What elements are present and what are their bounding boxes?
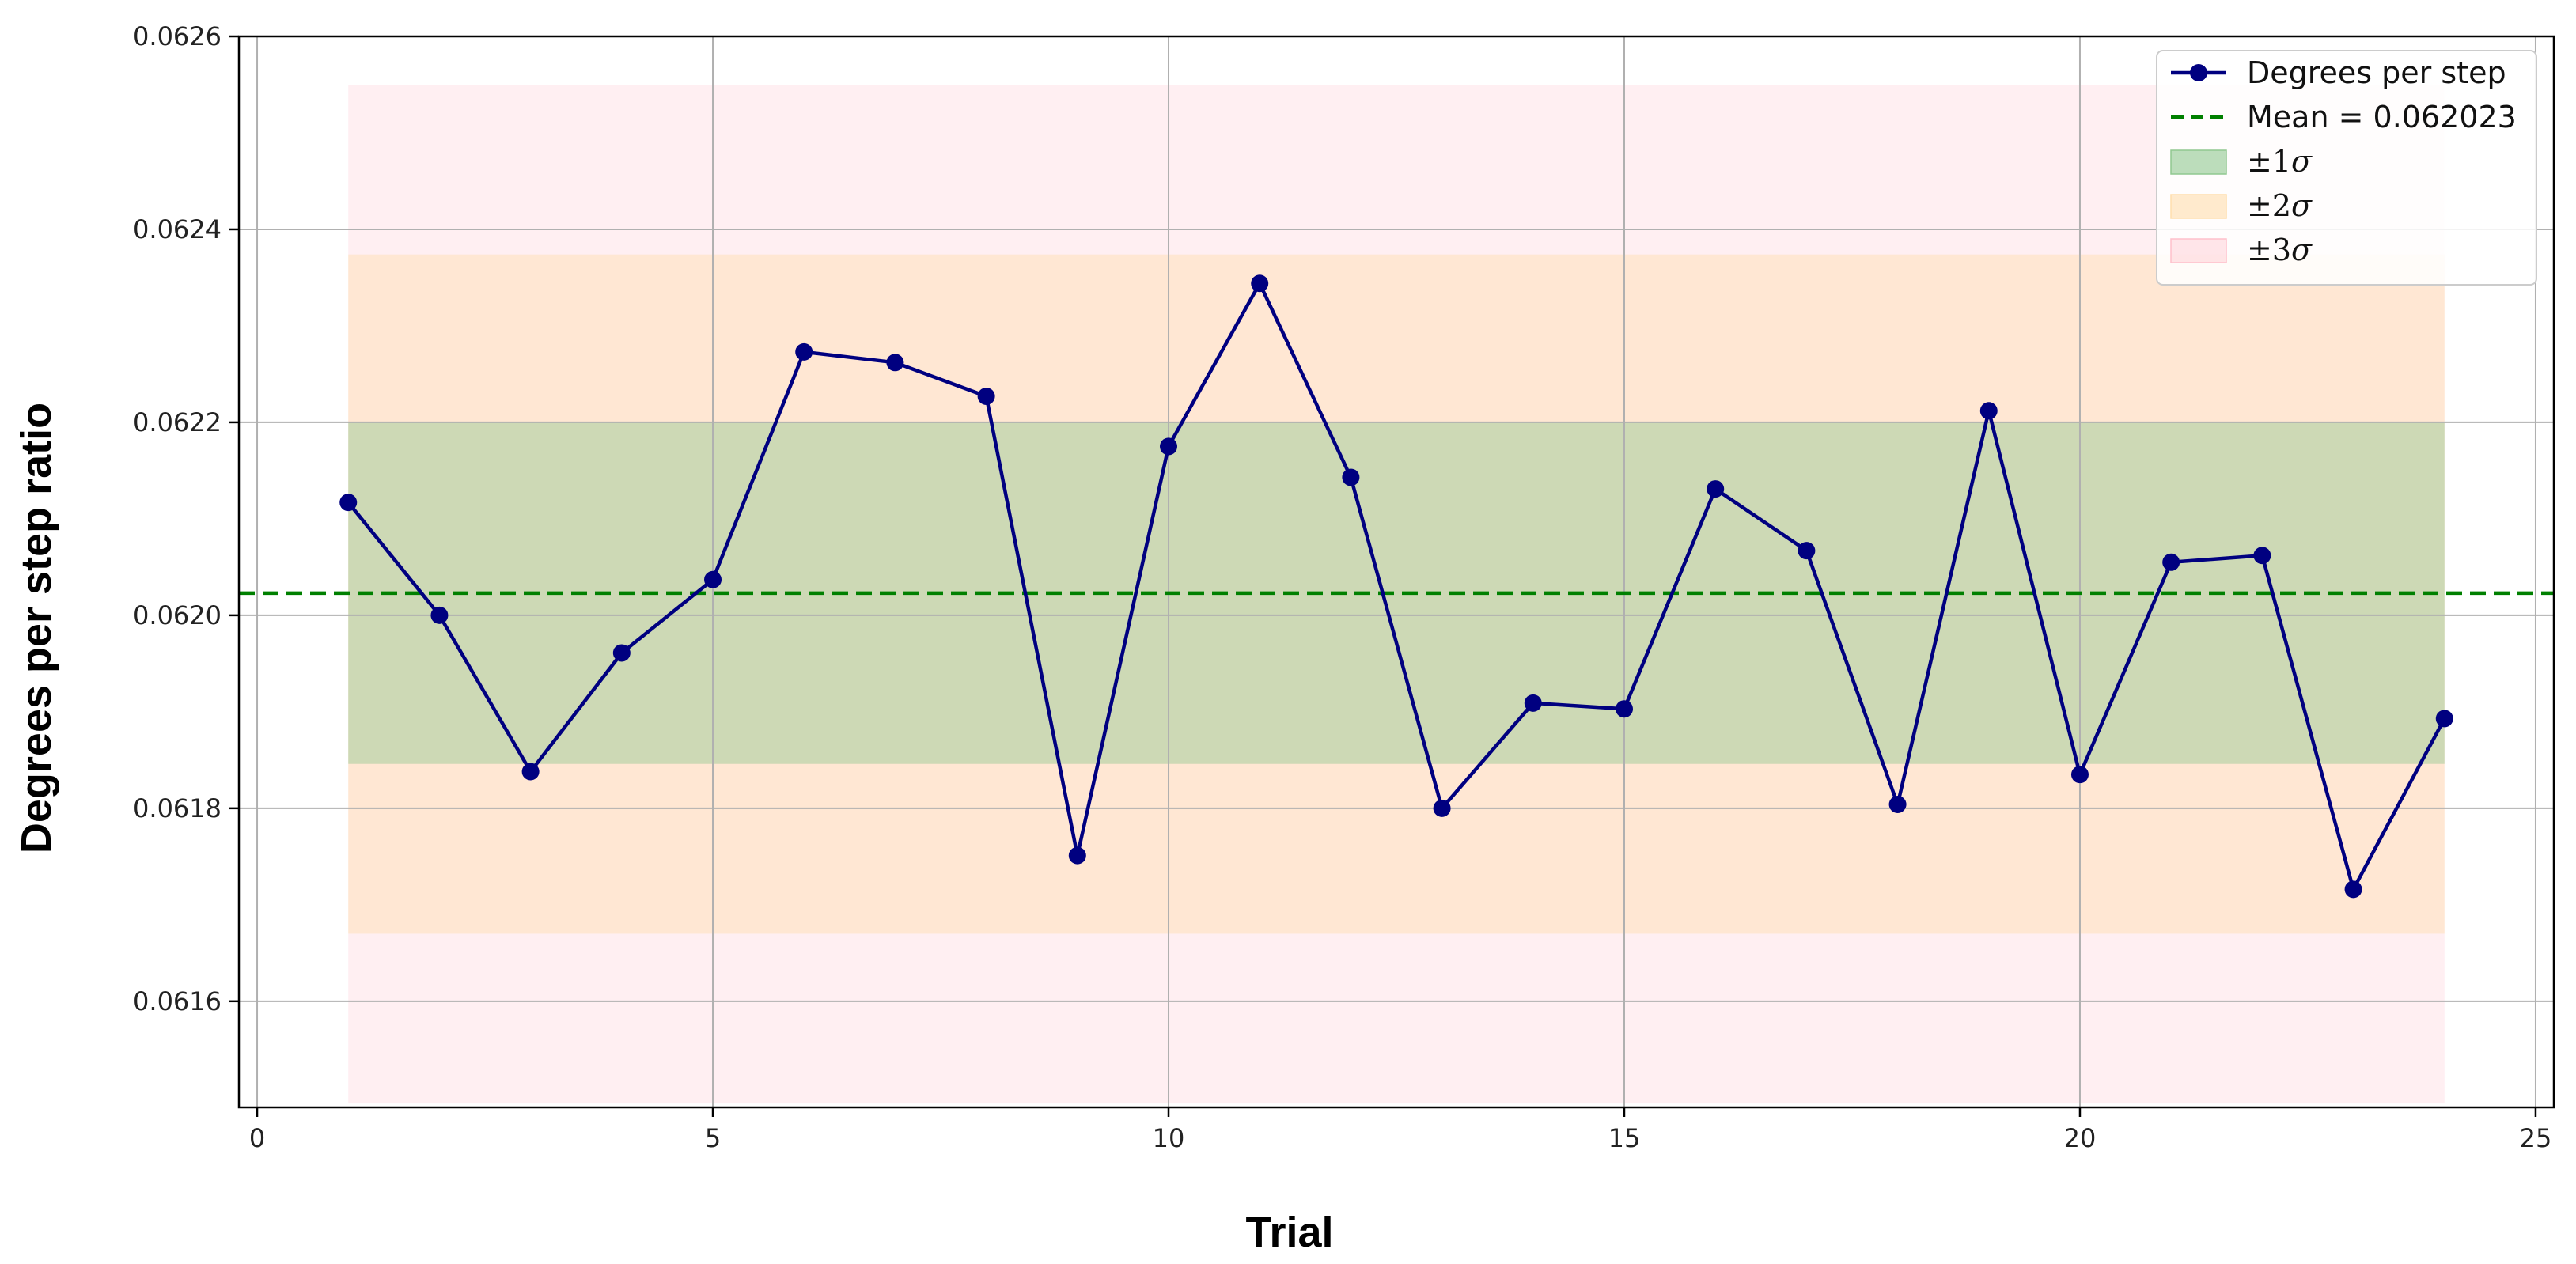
data-point — [2162, 553, 2180, 571]
x-tick-label: 0 — [249, 1123, 265, 1153]
x-tick-label: 10 — [1153, 1123, 1185, 1153]
legend-band-label-2: ±2σ — [2247, 188, 2313, 223]
data-point — [430, 606, 449, 624]
data-point — [1615, 700, 1633, 718]
y-tick-label: 0.0620 — [133, 600, 222, 630]
legend-mean-label: Mean = 0.062023 — [2247, 100, 2517, 134]
legend-band-swatch-1 — [2170, 149, 2227, 175]
legend-series-marker — [2190, 64, 2207, 81]
data-point — [521, 763, 540, 781]
sigma-band-1 — [348, 422, 2445, 764]
y-tick-label: 0.0626 — [133, 21, 222, 51]
data-point — [795, 342, 813, 361]
data-point — [339, 494, 358, 512]
legend-band-label-3: ±3σ — [2247, 233, 2313, 267]
data-point — [1524, 694, 1542, 712]
plot-frame — [237, 35, 2555, 1109]
legend-band-label-1: ±1σ — [2247, 144, 2313, 179]
data-point — [1342, 468, 1360, 486]
data-point — [977, 387, 995, 405]
data-point — [1433, 799, 1451, 817]
data-point — [1707, 480, 1725, 498]
x-tick-label: 5 — [705, 1123, 721, 1153]
y-axis-title: Degrees per step ratio — [13, 403, 60, 853]
x-tick-label: 20 — [2064, 1123, 2097, 1153]
legend-band-swatch-3 — [2170, 238, 2227, 263]
data-point — [886, 354, 904, 372]
x-tick-label: 15 — [1608, 1123, 1641, 1153]
data-point — [1798, 542, 1816, 560]
y-tick-label: 0.0624 — [133, 214, 222, 244]
data-point — [704, 570, 722, 588]
data-point — [2070, 766, 2089, 784]
data-point — [2253, 547, 2271, 565]
legend-box — [2156, 50, 2537, 286]
data-point — [1068, 846, 1086, 865]
x-axis-title: Trial — [1245, 1209, 1333, 1256]
series-line — [347, 282, 2446, 891]
legend: Degrees per step Mean = 0.062023 ±1σ ±2σ ±3σ — [2156, 50, 2537, 286]
y-tick-label: 0.0618 — [133, 793, 222, 823]
y-tick-label: 0.0622 — [133, 407, 222, 437]
data-point — [612, 644, 631, 662]
data-point — [1160, 437, 1178, 456]
data-point — [2344, 880, 2362, 899]
x-tick-label: 25 — [2520, 1123, 2552, 1153]
data-point — [1251, 274, 1269, 293]
data-point — [1979, 402, 1998, 420]
data-point — [1888, 795, 1907, 813]
data-point — [2435, 710, 2453, 728]
legend-series-label: Degrees per step — [2247, 55, 2506, 90]
legend-band-swatch-2 — [2170, 194, 2227, 219]
y-tick-label: 0.0616 — [133, 986, 222, 1016]
